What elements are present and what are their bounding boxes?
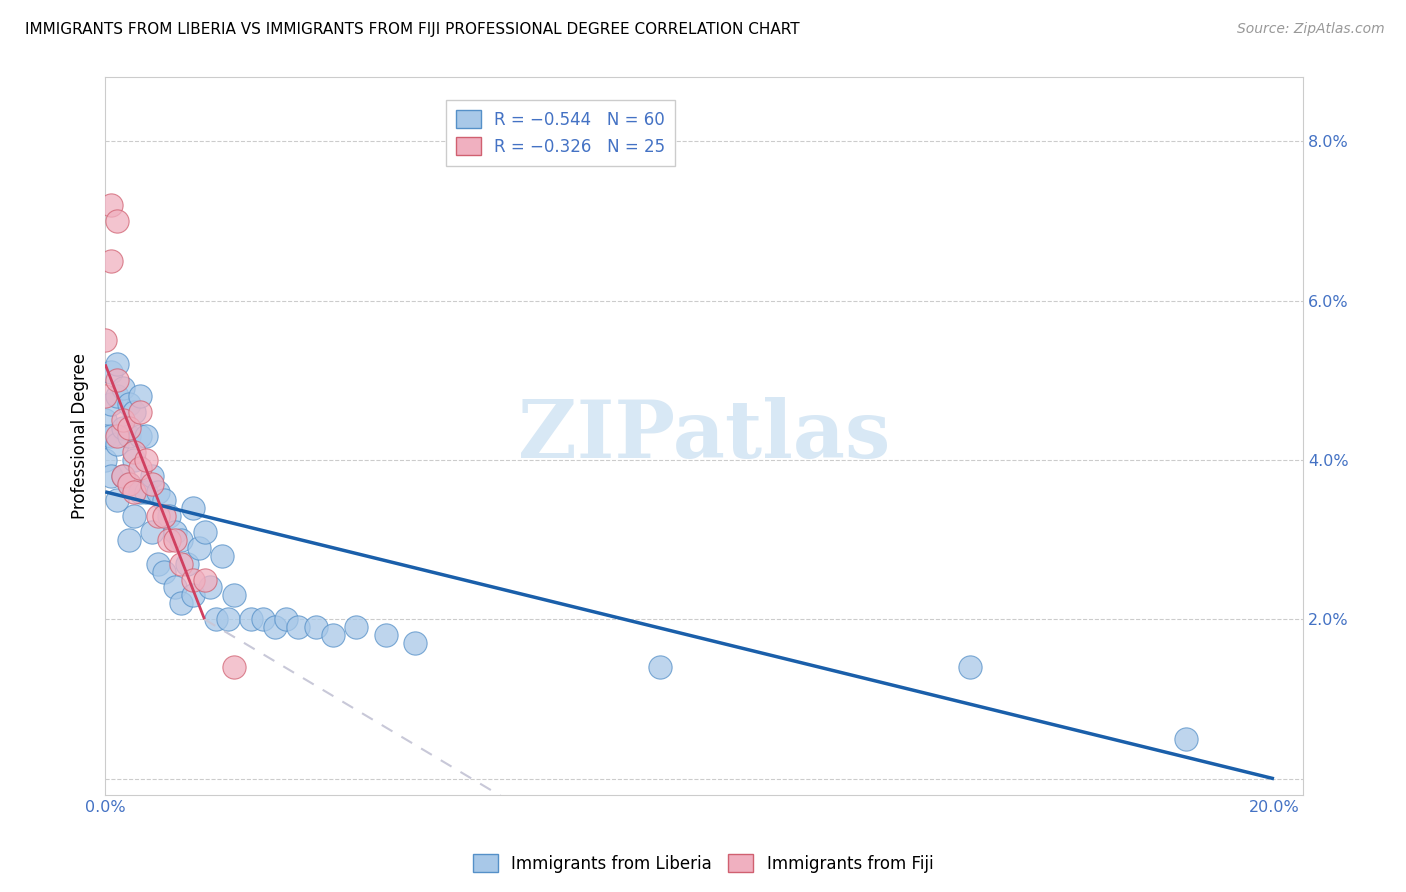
Legend: Immigrants from Liberia, Immigrants from Fiji: Immigrants from Liberia, Immigrants from… — [465, 847, 941, 880]
Point — [287, 620, 309, 634]
Point — [105, 389, 128, 403]
Point — [276, 612, 298, 626]
Point — [1175, 731, 1198, 746]
Point — [111, 469, 134, 483]
Point — [252, 612, 274, 626]
Point — [165, 533, 187, 547]
Point — [105, 492, 128, 507]
Point — [181, 500, 204, 515]
Point — [129, 461, 152, 475]
Point — [129, 429, 152, 443]
Point — [100, 198, 122, 212]
Point — [346, 620, 368, 634]
Point — [111, 413, 134, 427]
Point — [100, 397, 122, 411]
Point — [152, 565, 174, 579]
Point — [129, 389, 152, 403]
Point — [105, 429, 128, 443]
Point — [105, 373, 128, 387]
Point — [100, 253, 122, 268]
Point — [100, 365, 122, 379]
Point — [165, 581, 187, 595]
Point — [135, 429, 157, 443]
Point — [165, 524, 187, 539]
Point — [135, 453, 157, 467]
Point — [322, 628, 344, 642]
Point — [117, 429, 139, 443]
Point — [404, 636, 426, 650]
Point — [124, 453, 146, 467]
Point — [124, 405, 146, 419]
Point — [217, 612, 239, 626]
Point — [170, 533, 193, 547]
Text: Source: ZipAtlas.com: Source: ZipAtlas.com — [1237, 22, 1385, 37]
Point — [187, 541, 209, 555]
Point — [94, 453, 117, 467]
Point — [141, 469, 163, 483]
Point — [141, 524, 163, 539]
Point — [170, 596, 193, 610]
Point — [222, 660, 245, 674]
Point — [135, 484, 157, 499]
Point — [193, 573, 215, 587]
Point — [105, 214, 128, 228]
Point — [105, 357, 128, 371]
Point — [117, 421, 139, 435]
Point — [94, 413, 117, 427]
Point — [205, 612, 228, 626]
Point — [211, 549, 233, 563]
Point — [222, 589, 245, 603]
Point — [159, 508, 181, 523]
Point — [129, 405, 152, 419]
Point — [959, 660, 981, 674]
Point — [304, 620, 326, 634]
Point — [170, 557, 193, 571]
Point — [117, 476, 139, 491]
Point — [124, 484, 146, 499]
Point — [117, 533, 139, 547]
Point — [146, 557, 169, 571]
Point — [117, 476, 139, 491]
Point — [94, 334, 117, 348]
Point — [240, 612, 263, 626]
Point — [152, 508, 174, 523]
Point — [94, 429, 117, 443]
Point — [141, 476, 163, 491]
Point — [650, 660, 672, 674]
Point — [111, 381, 134, 395]
Point — [193, 524, 215, 539]
Point — [100, 469, 122, 483]
Point — [129, 484, 152, 499]
Text: ZIPatlas: ZIPatlas — [517, 397, 890, 475]
Point — [176, 557, 198, 571]
Legend: R = −0.544   N = 60, R = −0.326   N = 25: R = −0.544 N = 60, R = −0.326 N = 25 — [446, 100, 675, 166]
Point — [117, 397, 139, 411]
Point — [146, 508, 169, 523]
Point — [100, 429, 122, 443]
Point — [263, 620, 285, 634]
Point — [181, 589, 204, 603]
Text: IMMIGRANTS FROM LIBERIA VS IMMIGRANTS FROM FIJI PROFESSIONAL DEGREE CORRELATION : IMMIGRANTS FROM LIBERIA VS IMMIGRANTS FR… — [25, 22, 800, 37]
Y-axis label: Professional Degree: Professional Degree — [72, 353, 89, 519]
Point — [111, 421, 134, 435]
Point — [152, 492, 174, 507]
Point — [146, 484, 169, 499]
Point — [111, 469, 134, 483]
Point — [124, 508, 146, 523]
Point — [181, 573, 204, 587]
Point — [200, 581, 222, 595]
Point — [94, 389, 117, 403]
Point — [374, 628, 396, 642]
Point — [124, 445, 146, 459]
Point — [159, 533, 181, 547]
Point — [105, 437, 128, 451]
